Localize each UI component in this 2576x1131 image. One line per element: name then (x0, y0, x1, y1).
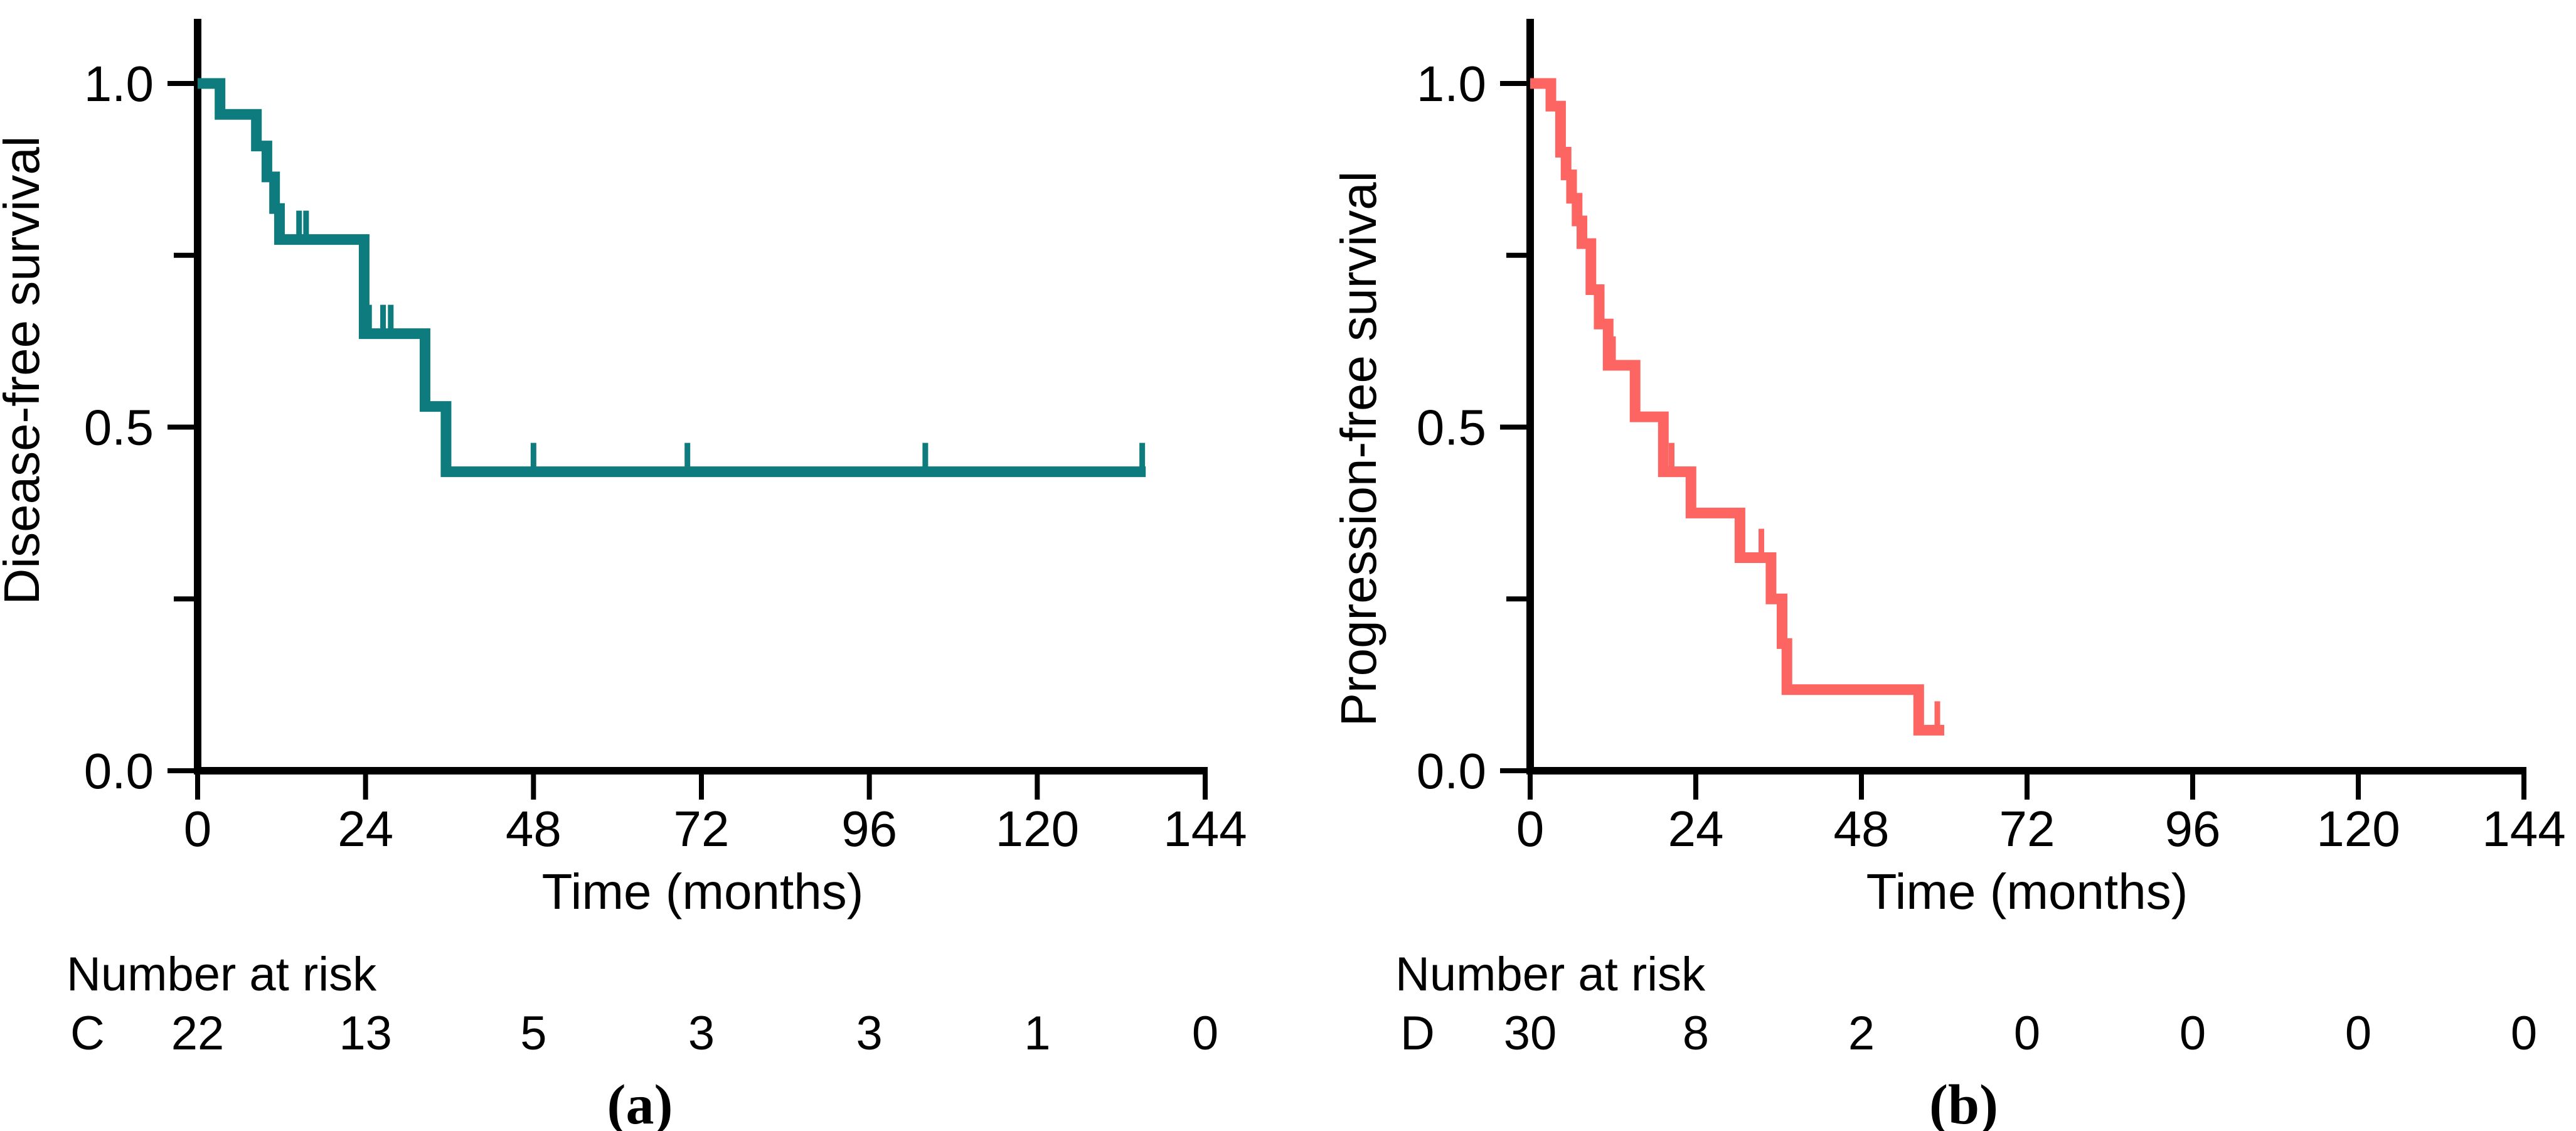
risk-count: 3 (856, 1007, 883, 1060)
x-tick-label: 144 (2482, 801, 2565, 857)
risk-count: 0 (2014, 1007, 2040, 1060)
y-tick-label: 0.0 (1417, 743, 1486, 799)
risk-count: 3 (688, 1007, 715, 1060)
panel-a: Disease-free survival Time (months) Numb… (0, 19, 1247, 1131)
x-tick-label: 24 (1668, 801, 1724, 857)
risk-count: 0 (2511, 1007, 2537, 1060)
x-tick-label: 72 (674, 801, 730, 857)
plot-area-b: 0 30 24 8 48 2 72 0 96 0 120 0 144 0 1.0 0.5 0.0 (1417, 19, 2566, 1060)
x-tick-label: 48 (1834, 801, 1890, 857)
number-at-risk-title-b: Number at risk (1395, 948, 1706, 1001)
risk-group-label-a: C (70, 1007, 105, 1060)
y-tick-label: 0.5 (1417, 400, 1486, 456)
risk-count: 5 (520, 1007, 546, 1060)
risk-count: 0 (2345, 1007, 2371, 1060)
x-tick-label: 120 (996, 801, 1079, 857)
risk-group-label-b: D (1400, 1007, 1435, 1060)
y-axis-label-a: Disease-free survival (0, 136, 50, 605)
x-axis-label-a: Time (months) (542, 864, 864, 919)
y-tick-label: 0.0 (84, 743, 154, 799)
risk-count: 0 (1192, 1007, 1218, 1060)
risk-count: 1 (1024, 1007, 1050, 1060)
x-tick-label: 24 (338, 801, 393, 857)
survival-curve (1530, 78, 1944, 736)
x-tick-label: 48 (506, 801, 562, 857)
risk-count: 22 (171, 1007, 225, 1060)
risk-count: 30 (1504, 1007, 1557, 1060)
plot-area-a: 0 22 24 13 48 5 72 3 96 3 120 1 144 0 1.0 0.5 0.0 (84, 19, 1247, 1060)
panel-b: Progression-free survival Time (months) … (1331, 19, 2566, 1131)
risk-count: 0 (2179, 1007, 2206, 1060)
y-axis-label-b: Progression-free survival (1331, 171, 1386, 727)
risk-count: 2 (1848, 1007, 1875, 1060)
x-tick-label: 72 (1999, 801, 2055, 857)
x-tick-label: 96 (2165, 801, 2221, 857)
x-axis-label-b: Time (months) (1866, 864, 2188, 919)
number-at-risk-title-a: Number at risk (67, 948, 377, 1001)
caption-a: (a) (607, 1074, 673, 1131)
risk-count: 13 (339, 1007, 392, 1060)
x-tick-label: 144 (1163, 801, 1247, 857)
x-tick-label: 0 (1516, 801, 1545, 857)
x-tick-label: 120 (2316, 801, 2400, 857)
survival-curve (198, 78, 1146, 478)
risk-count: 8 (1683, 1007, 1709, 1060)
y-tick-label: 0.5 (84, 400, 154, 456)
y-tick-label: 1.0 (84, 56, 154, 112)
caption-b: (b) (1929, 1074, 1998, 1131)
x-tick-label: 0 (184, 801, 212, 857)
y-tick-label: 1.0 (1417, 56, 1486, 112)
x-tick-label: 96 (841, 801, 897, 857)
